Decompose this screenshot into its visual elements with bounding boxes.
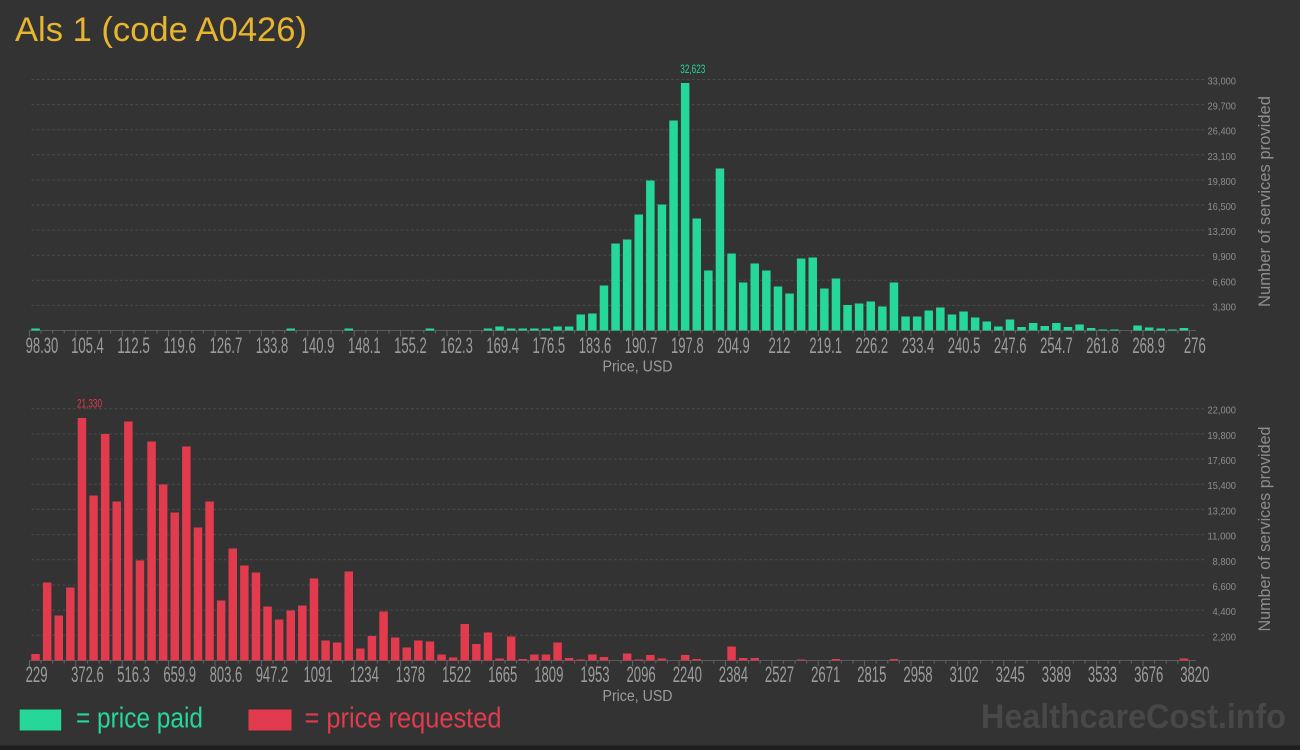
- svg-text:1953: 1953: [580, 662, 609, 687]
- svg-text:23,100: 23,100: [1208, 151, 1237, 163]
- svg-text:140.9: 140.9: [302, 333, 335, 358]
- svg-text:169.4: 169.4: [486, 333, 519, 358]
- svg-text:1522: 1522: [442, 662, 471, 687]
- svg-text:8,800: 8,800: [1213, 556, 1237, 568]
- svg-text:2240: 2240: [673, 662, 702, 687]
- svg-text:105.4: 105.4: [71, 333, 104, 358]
- svg-text:Number of services provided: Number of services provided: [1255, 427, 1274, 632]
- svg-text:155.2: 155.2: [394, 333, 427, 358]
- svg-text:516.3: 516.3: [117, 662, 150, 687]
- svg-text:261.8: 261.8: [1086, 333, 1119, 358]
- svg-text:183.6: 183.6: [579, 333, 612, 358]
- svg-text:11,000: 11,000: [1208, 531, 1237, 543]
- svg-text:1378: 1378: [396, 662, 425, 687]
- svg-text:2671: 2671: [811, 662, 840, 687]
- svg-text:6,600: 6,600: [1213, 276, 1237, 288]
- svg-text:219.1: 219.1: [809, 333, 842, 358]
- svg-text:13,200: 13,200: [1208, 226, 1237, 238]
- svg-text:19,800: 19,800: [1208, 176, 1237, 188]
- svg-text:1665: 1665: [488, 662, 517, 687]
- svg-text:Price, USD: Price, USD: [603, 688, 673, 705]
- svg-text:204.9: 204.9: [717, 333, 750, 358]
- svg-text:17,600: 17,600: [1208, 455, 1237, 467]
- svg-text:2815: 2815: [857, 662, 886, 687]
- svg-text:190.7: 190.7: [625, 333, 658, 358]
- svg-text:98.30: 98.30: [26, 333, 59, 358]
- svg-text:32,623: 32,623: [680, 62, 705, 76]
- svg-text:212: 212: [769, 333, 791, 358]
- svg-text:3102: 3102: [950, 662, 979, 687]
- svg-text:Als 1 (code A0426): Als 1 (code A0426): [15, 11, 307, 49]
- svg-text:2384: 2384: [719, 662, 748, 687]
- svg-text:3676: 3676: [1134, 662, 1163, 687]
- svg-text:3533: 3533: [1088, 662, 1117, 687]
- svg-text:2958: 2958: [903, 662, 932, 687]
- svg-text:Number of services provided: Number of services provided: [1255, 96, 1274, 307]
- svg-text:254.7: 254.7: [1040, 333, 1073, 358]
- svg-text:240.5: 240.5: [948, 333, 981, 358]
- svg-text:Price, USD: Price, USD: [603, 359, 673, 376]
- svg-text:276: 276: [1184, 333, 1206, 358]
- svg-text:268.9: 268.9: [1132, 333, 1165, 358]
- svg-text:22,000: 22,000: [1208, 405, 1237, 417]
- svg-text:13,200: 13,200: [1208, 505, 1237, 517]
- svg-text:21,330: 21,330: [77, 397, 102, 411]
- svg-text:6,600: 6,600: [1213, 581, 1237, 593]
- svg-text:229: 229: [26, 662, 48, 687]
- svg-text:= price requested: = price requested: [305, 703, 502, 735]
- svg-text:4,400: 4,400: [1213, 606, 1237, 618]
- svg-text:9,900: 9,900: [1213, 251, 1237, 263]
- svg-text:26,400: 26,400: [1208, 126, 1237, 138]
- svg-text:15,400: 15,400: [1208, 480, 1237, 492]
- svg-text:3389: 3389: [1042, 662, 1071, 687]
- svg-text:19,800: 19,800: [1208, 430, 1237, 442]
- svg-text:803.6: 803.6: [210, 662, 243, 687]
- svg-text:33,000: 33,000: [1208, 76, 1237, 88]
- svg-text:2096: 2096: [627, 662, 656, 687]
- svg-text:1809: 1809: [534, 662, 563, 687]
- svg-text:133.8: 133.8: [256, 333, 289, 358]
- svg-text:226.2: 226.2: [856, 333, 889, 358]
- svg-text:16,500: 16,500: [1208, 201, 1237, 213]
- svg-text:HealthcareCost.info: HealthcareCost.info: [981, 698, 1286, 736]
- svg-text:= price paid: = price paid: [76, 703, 203, 735]
- svg-text:2527: 2527: [765, 662, 794, 687]
- svg-text:197.8: 197.8: [671, 333, 704, 358]
- svg-text:2,200: 2,200: [1213, 631, 1237, 643]
- svg-text:162.3: 162.3: [440, 333, 473, 358]
- svg-text:947.2: 947.2: [256, 662, 289, 687]
- svg-text:112.5: 112.5: [117, 333, 150, 358]
- svg-text:3820: 3820: [1180, 662, 1209, 687]
- svg-text:3,300: 3,300: [1213, 301, 1237, 313]
- svg-text:1234: 1234: [350, 662, 379, 687]
- svg-text:126.7: 126.7: [210, 333, 243, 358]
- svg-text:119.6: 119.6: [163, 333, 196, 358]
- svg-text:233.4: 233.4: [902, 333, 935, 358]
- svg-text:1091: 1091: [304, 662, 333, 687]
- svg-text:148.1: 148.1: [348, 333, 381, 358]
- svg-text:29,700: 29,700: [1208, 101, 1237, 113]
- svg-text:659.9: 659.9: [163, 662, 196, 687]
- svg-text:3245: 3245: [996, 662, 1025, 687]
- svg-text:372.6: 372.6: [71, 662, 104, 687]
- svg-text:176.5: 176.5: [533, 333, 566, 358]
- svg-text:247.6: 247.6: [994, 333, 1027, 358]
